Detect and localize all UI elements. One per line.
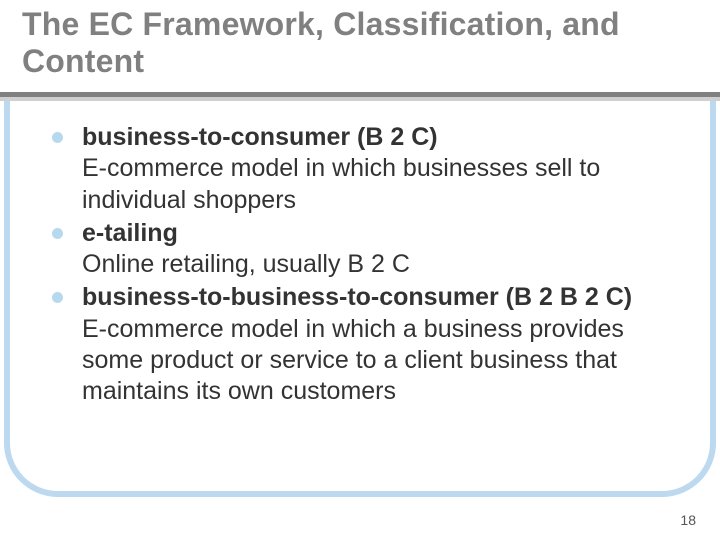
list-item: business-to-business-to-consumer (B 2 B … [52, 282, 680, 407]
list-item: business-to-consumer (B 2 C) E-commerce … [52, 122, 680, 216]
bullet-icon [52, 228, 63, 239]
bullet-icon [52, 292, 63, 303]
bullet-icon [52, 132, 63, 143]
term: business-to-business-to-consumer (B 2 B … [82, 282, 680, 313]
slide: The EC Framework, Classification, and Co… [0, 0, 720, 540]
term: business-to-consumer (B 2 C) [82, 122, 680, 153]
slide-title: The EC Framework, Classification, and Co… [22, 6, 698, 80]
title-block: The EC Framework, Classification, and Co… [22, 6, 698, 80]
list-item: e-tailing Online retailing, usually B 2 … [52, 218, 680, 281]
term: e-tailing [82, 218, 680, 249]
definition: Online retailing, usually B 2 C [82, 249, 680, 280]
page-number: 18 [680, 512, 696, 528]
content-list: business-to-consumer (B 2 C) E-commerce … [52, 122, 680, 409]
definition: E-commerce model in which a business pro… [82, 314, 680, 408]
definition: E-commerce model in which businesses sel… [82, 153, 680, 216]
